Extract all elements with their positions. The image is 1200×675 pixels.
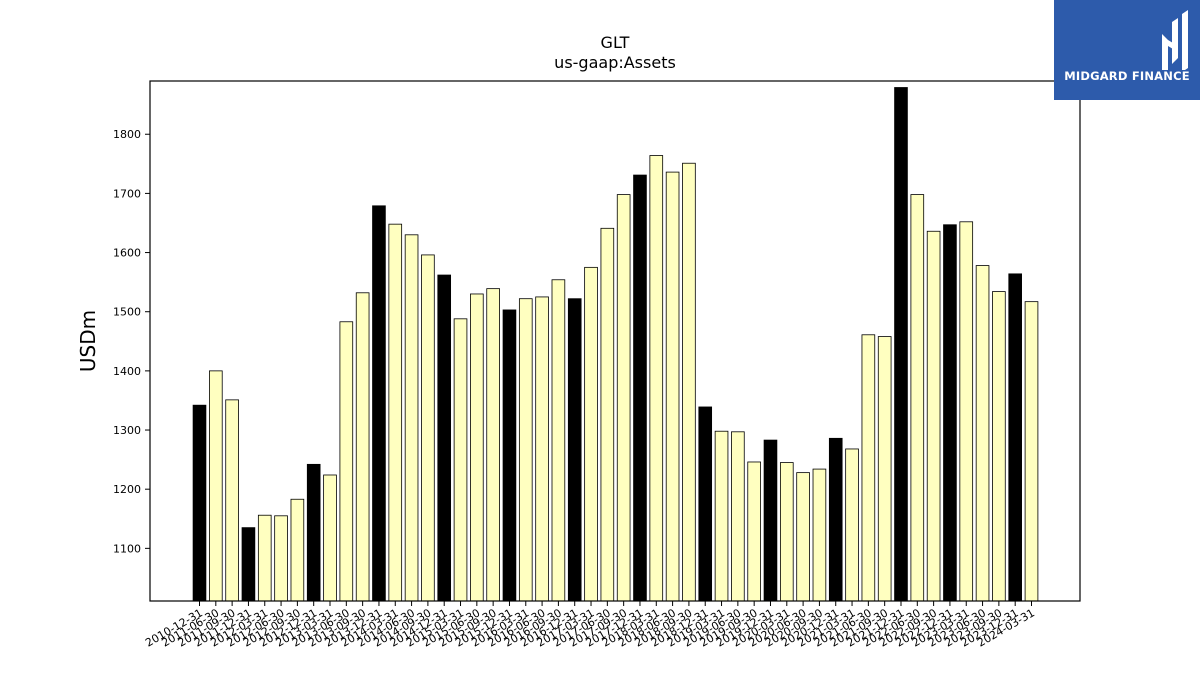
- bar-2023-03-31: [959, 221, 974, 602]
- bar-2024-03-31: [1024, 301, 1039, 602]
- bar-2015-06-30: [470, 293, 484, 602]
- bar-2020-09-30: [812, 468, 827, 602]
- bar-2019-12-31: [763, 439, 778, 602]
- bar-2016-03-31: [518, 298, 533, 602]
- midgard-logo-icon: [1162, 10, 1188, 70]
- bar-2014-03-31: [388, 223, 403, 602]
- y-tick-label: 1200: [113, 483, 141, 496]
- y-tick-label: 1800: [113, 128, 141, 141]
- bar-2012-12-31: [306, 463, 321, 602]
- y-tick-label: 1400: [113, 365, 141, 378]
- bar-2021-03-31: [845, 448, 859, 602]
- bar-2015-03-31: [453, 318, 468, 602]
- bar-2017-12-31: [633, 174, 647, 602]
- bar-2018-03-31: [649, 155, 664, 602]
- bar-2019-06-30: [731, 431, 745, 602]
- bar-2017-09-30: [616, 194, 631, 602]
- chart-subtitle: us-gaap:Assets: [554, 53, 676, 72]
- bar-2012-03-31: [257, 514, 272, 602]
- bar-2010-12-31: [192, 404, 207, 602]
- bar-2013-03-31: [323, 474, 337, 602]
- bar-2015-09-30: [486, 288, 500, 602]
- bar-2015-12-31: [502, 309, 517, 602]
- bar-2016-06-30: [535, 296, 549, 602]
- bar-2017-03-31: [584, 266, 598, 602]
- y-axis-label: USDm: [76, 310, 100, 372]
- y-axis-ticks: 1100 1200 1300 1400 1500 1600 1700 1800: [113, 128, 150, 555]
- bar-2022-12-31: [943, 224, 957, 602]
- bar-2021-09-30: [877, 336, 892, 602]
- y-tick-label: 1600: [113, 247, 141, 260]
- bar-2020-12-31: [828, 437, 843, 602]
- bar-2022-09-30: [926, 230, 941, 602]
- bar-2017-06-30: [600, 227, 615, 602]
- bar-group: [192, 87, 1039, 602]
- bar-2016-12-31: [567, 298, 582, 602]
- bar-2019-03-31: [714, 430, 729, 602]
- bar-2020-06-30: [796, 472, 810, 602]
- bar-2012-06-30: [274, 515, 288, 602]
- bar-2023-12-31: [1008, 273, 1022, 602]
- bar-2011-06-30: [209, 370, 223, 602]
- bar-2023-09-30: [992, 291, 1006, 602]
- bar-2020-03-31: [779, 462, 794, 602]
- bar-2013-12-31: [372, 205, 386, 602]
- midgard-finance-logo: MIDGARD FINANCE: [1054, 0, 1200, 100]
- bar-2016-09-30: [551, 279, 566, 602]
- bar-2018-06-30: [665, 171, 680, 602]
- bar-2023-06-30: [975, 265, 990, 602]
- bar-2021-12-31: [894, 87, 908, 602]
- x-axis-ticks: 2010-12-312011-06-302011-09-302011-12-31…: [143, 601, 1037, 650]
- bar-2018-12-31: [698, 406, 713, 602]
- bar-2013-09-30: [355, 292, 370, 602]
- bar-2019-09-30: [747, 461, 761, 602]
- bar-2013-06-30: [339, 321, 354, 602]
- logo-text: MIDGARD FINANCE: [1064, 69, 1190, 83]
- bar-2018-09-30: [682, 162, 696, 602]
- bar-2022-06-30: [910, 194, 925, 602]
- chart-title: GLT: [601, 33, 630, 52]
- bar-2011-12-31: [241, 527, 256, 602]
- y-tick-label: 1100: [113, 542, 141, 555]
- y-tick-label: 1500: [113, 306, 141, 319]
- bar-2014-12-31: [437, 274, 452, 602]
- bar-2011-09-30: [225, 399, 239, 602]
- plot-frame: [149, 80, 1081, 602]
- bar-2014-09-30: [421, 254, 435, 602]
- bar-2021-06-30: [861, 334, 876, 602]
- y-tick-label: 1700: [113, 187, 141, 200]
- y-tick-label: 1300: [113, 424, 141, 437]
- bar-2014-06-30: [404, 234, 419, 602]
- bar-2012-09-30: [290, 498, 305, 602]
